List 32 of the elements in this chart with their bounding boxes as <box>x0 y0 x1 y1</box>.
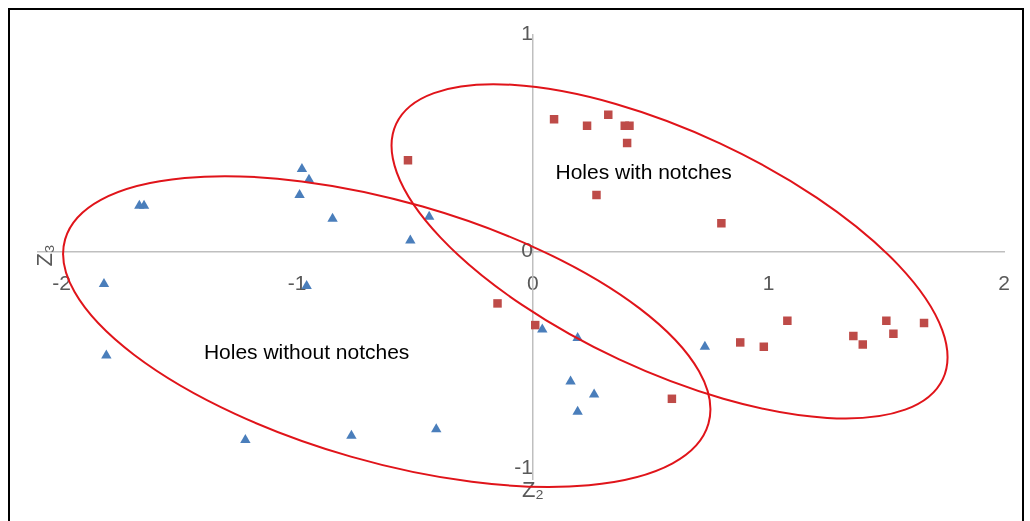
point <box>699 340 711 350</box>
x-tick-label: 2 <box>998 270 1010 294</box>
point <box>625 121 634 130</box>
point <box>346 429 357 439</box>
x-tick-label: 1 <box>762 270 775 294</box>
point <box>405 234 416 244</box>
y-tick-label: -1 <box>514 454 533 478</box>
point <box>717 218 726 228</box>
y-tick-label: 1 <box>521 21 533 45</box>
point <box>138 199 150 209</box>
point <box>296 163 308 172</box>
point <box>582 121 592 130</box>
point <box>882 316 891 325</box>
point <box>783 316 792 325</box>
point <box>889 329 898 338</box>
point <box>735 338 745 347</box>
y-axis-title: Z₃ <box>32 244 58 267</box>
point <box>604 110 613 120</box>
point <box>592 190 601 200</box>
point <box>493 299 502 308</box>
point <box>403 156 413 165</box>
annotation: Holes with notches <box>555 160 732 184</box>
point <box>849 331 858 341</box>
x-tick-label: -1 <box>287 270 307 294</box>
annotation: Holes without notches <box>203 340 410 364</box>
point <box>858 340 868 349</box>
point <box>240 433 251 443</box>
point <box>431 423 442 433</box>
point <box>98 277 110 287</box>
point <box>572 405 583 415</box>
point <box>294 189 305 199</box>
point <box>327 212 338 222</box>
